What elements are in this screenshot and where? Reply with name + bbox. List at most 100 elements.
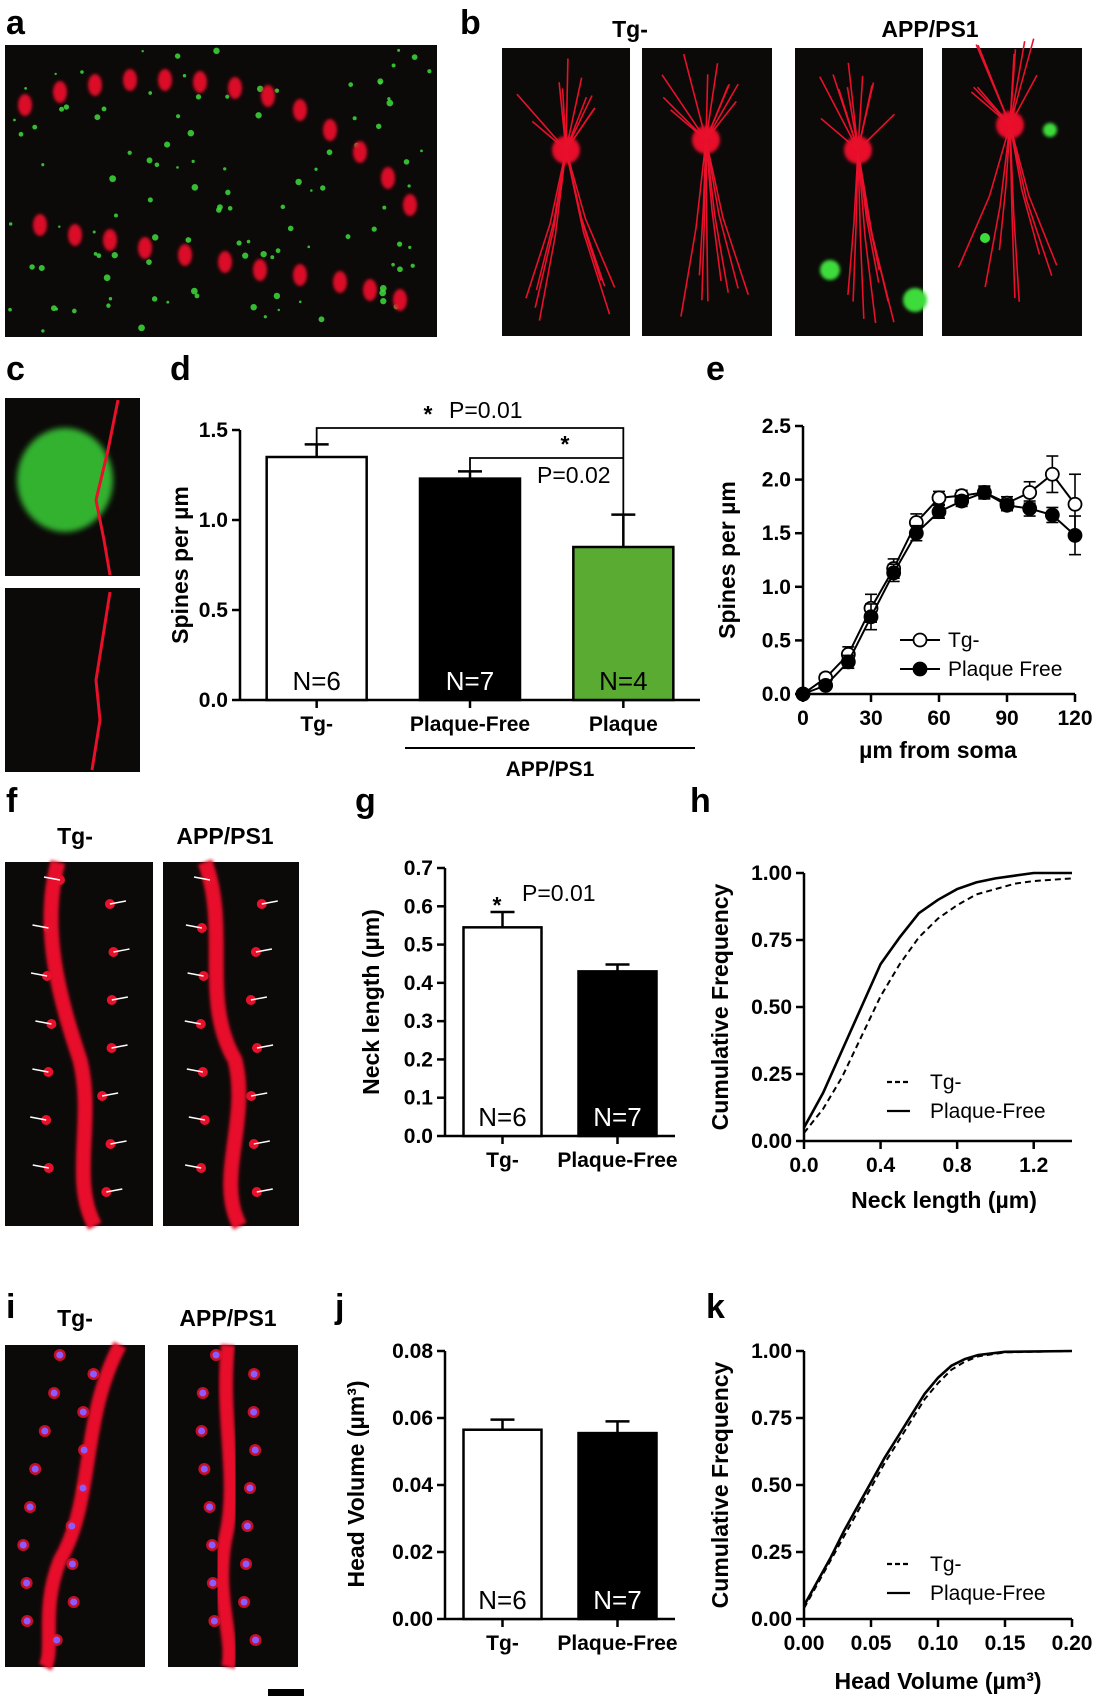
i-header-app: APP/PS1 (179, 1305, 276, 1331)
plaque-speck (72, 308, 77, 314)
micrograph-c2 (5, 588, 140, 772)
head-volume-marker (89, 1370, 97, 1378)
data-point (1067, 496, 1083, 512)
apical-dendrite (705, 63, 719, 141)
head-volume-marker (56, 1351, 64, 1359)
plaque-speck (182, 74, 187, 78)
x-tick-label: Plaque-Free (557, 1632, 677, 1655)
y-axis-label: Cumulative Frequency (707, 1361, 733, 1608)
panel-label-f: f (6, 782, 18, 820)
b-header-app: APP/PS1 (881, 16, 978, 42)
plaque-speck (379, 284, 387, 292)
basal-dendrite (1009, 124, 1016, 299)
plaque-speck (298, 300, 302, 304)
plaque-speck (80, 70, 84, 74)
chart-d-spines-per-um: 0.0 0.5 1.0 1.5 N=6 Tg- N=7 Plaque-Free N=4 Plaqu… (167, 397, 700, 781)
head-volume-marker (208, 1541, 216, 1549)
y-tick-label: 0.02 (392, 1541, 433, 1564)
x-tick-label: 90 (995, 707, 1018, 730)
plaque-speck (326, 149, 333, 156)
legend-marker (912, 661, 928, 677)
x-tick-label: 0.15 (985, 1632, 1026, 1655)
apical-dendrite (857, 75, 864, 151)
y-tick-label: 0.00 (392, 1608, 433, 1631)
panel-label-h: h (690, 782, 711, 820)
plaque-speck (147, 197, 153, 203)
plaque (17, 428, 113, 532)
basal-dendrite (565, 149, 602, 281)
panel-label-j: j (334, 1288, 344, 1326)
head-volume-marker (210, 1617, 218, 1625)
plaque-speck (101, 106, 107, 112)
head-volume-marker (242, 1560, 250, 1568)
plaque-speck (24, 86, 27, 90)
neck-marker (251, 1092, 268, 1097)
apical-dendrite (662, 96, 707, 141)
neuron-soma (53, 81, 67, 103)
plaque-speck (191, 184, 199, 191)
basal-dendrite (957, 124, 1011, 268)
plaque-speck (29, 264, 35, 270)
apical-dendrite (516, 93, 567, 151)
plaque-speck (380, 297, 387, 305)
data-point (999, 497, 1015, 513)
neck-marker (30, 1116, 47, 1121)
head-volume-marker (243, 1522, 251, 1530)
n-label: N=6 (478, 1585, 526, 1615)
neck-marker (106, 1188, 123, 1193)
neuron-soma (323, 119, 337, 141)
chart-k-head-volume-cdf: 0.00 0.25 0.50 0.75 1.00 0.00 0.05 0.10 0.15 0.20… (707, 1340, 1092, 1694)
x-tick-label: 0.00 (784, 1632, 825, 1655)
neuron-soma (33, 214, 47, 236)
neuron-soma (293, 264, 307, 286)
head-volume-marker (250, 1408, 258, 1416)
micrograph-f-content (30, 859, 278, 1230)
panel-label-b: b (460, 4, 481, 42)
neck-marker (111, 996, 128, 1001)
plaque-speck (176, 166, 179, 169)
chart-e-spines-vs-distance: 0.0 0.5 1.0 1.5 2.0 2.5 0 30 60 90 120 Spines per µ… (714, 415, 1093, 763)
plaque-speck (93, 252, 98, 256)
x-tick-label: 0 (797, 707, 809, 730)
micrograph-a-content (8, 47, 432, 333)
basal-dendrite (698, 139, 707, 276)
head-volume-marker (199, 1389, 207, 1397)
data-point (931, 504, 947, 520)
y-tick-label: 1.5 (199, 419, 229, 442)
plaque-speck (8, 222, 13, 226)
plaque-speck (92, 230, 96, 234)
sig-bracket-1 (315, 427, 625, 548)
data-point (840, 654, 856, 670)
plaque-speck (407, 184, 411, 188)
apical-dendrite (819, 76, 859, 151)
data-point (886, 565, 902, 581)
plaque (1043, 123, 1057, 137)
plaque-speck (371, 226, 377, 232)
apical-dendrite (531, 120, 567, 151)
f-header-app: APP/PS1 (176, 823, 273, 849)
plaque-speck (375, 123, 382, 130)
apical-dendrite (565, 107, 595, 151)
y-tick-label: 0.75 (751, 1407, 792, 1430)
plaque-speck (378, 80, 383, 85)
legend-label: Tg- (930, 1553, 962, 1576)
dendrite (38, 1341, 127, 1671)
panel-label-c: c (6, 350, 25, 388)
y-tick-label: 1.00 (751, 862, 792, 885)
y-tick-label: 0.7 (404, 857, 433, 880)
plaque (903, 288, 927, 312)
plaque-speck (151, 234, 159, 241)
plaque-speck (191, 287, 198, 295)
sig-star-1: * (424, 401, 433, 427)
plaque (820, 260, 840, 280)
basal-dendrite (705, 139, 739, 289)
plaque-speck (275, 248, 281, 254)
sig-p-2: P=0.02 (537, 462, 611, 488)
neuron-soma (363, 279, 377, 301)
n-label: N=7 (593, 1585, 641, 1615)
apical-dendrite (561, 88, 567, 151)
apical-dendrite (705, 74, 709, 141)
apical-dendrite (705, 83, 739, 141)
basal-dendrite (857, 149, 880, 283)
neck-marker (186, 1068, 203, 1073)
